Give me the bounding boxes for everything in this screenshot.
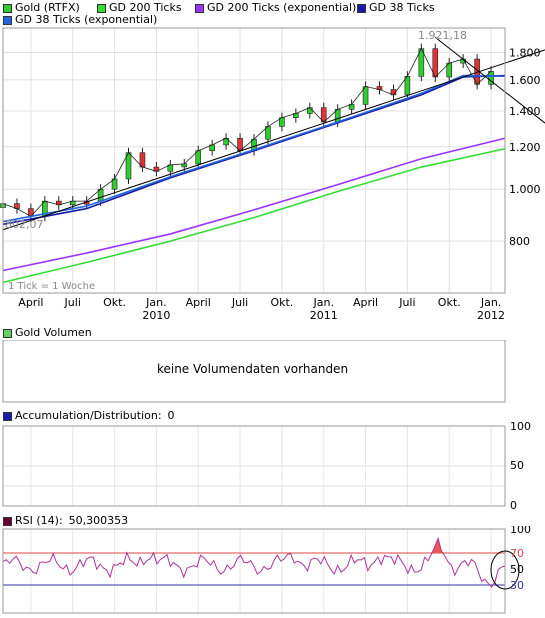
ad-ytick: 100 (510, 422, 531, 433)
x-tick-label: April (18, 296, 43, 309)
legend-item-gd200: GD 200 Ticks (97, 2, 182, 14)
price-chart-x-axis: April Juli Okt. Jan. April Juli Okt. Jan. April J… (18, 296, 505, 322)
rsi-ytick: 30 (510, 579, 524, 592)
x-year-label: 2010 (142, 309, 170, 322)
legend-swatch (3, 3, 12, 13)
high-annotation: 1.921,18 (418, 29, 467, 42)
legend-item-gd38-exp: GD 38 Ticks (exponential) (3, 14, 157, 26)
x-tick-label: Juli (231, 296, 248, 309)
rsi-panel: 100 70 50 30 (2, 526, 531, 614)
ad-panel-value: 0 (167, 409, 175, 422)
trendline (2, 49, 545, 231)
legend-item-gold: Gold (RTFX) (3, 2, 80, 14)
ad-panel-grid (3, 426, 505, 506)
legend-swatch (195, 3, 204, 13)
legend-label: GD 200 Ticks (exponential) (207, 1, 357, 14)
legend-swatch (3, 15, 12, 25)
y-tick-label: 1.200 (509, 141, 541, 154)
volume-panel (2, 340, 506, 403)
rsi-panel-frame (2, 528, 506, 614)
y-tick-label: 1.600 (509, 74, 541, 87)
volume-empty-message: keine Volumendaten vorhanden (156, 362, 349, 376)
legend-item-gd38: GD 38 Ticks (357, 2, 435, 14)
x-year-label: 2011 (310, 309, 338, 322)
legend-label: GD 200 Ticks (109, 1, 182, 14)
volume-panel-header: Gold Volumen (3, 327, 92, 339)
moving-average-line (2, 74, 506, 223)
x-tick-label: Okt. (270, 296, 293, 309)
x-tick-label: Juli (398, 296, 415, 309)
rsi-overbought-fill (123, 538, 445, 553)
low-annotation: 802,07 (5, 218, 44, 231)
y-tick-label: 1.400 (509, 105, 541, 118)
ad-panel-title: Accumulation/Distribution: (15, 409, 162, 422)
rsi-line (2, 536, 506, 588)
moving-average-line (2, 147, 506, 284)
price-chart-series (0, 43, 506, 284)
x-tick-label: Okt. (103, 296, 126, 309)
volume-panel-frame (2, 340, 506, 403)
rsi-ytick: 50 (510, 563, 524, 576)
y-tick-label: 1.800 (509, 47, 541, 60)
rsi-highlight-circle (490, 550, 520, 590)
rsi-panel-header: RSI (14): 50,300353 (3, 515, 128, 527)
rsi-panel-title: RSI (14): (15, 514, 63, 527)
price-chart-frame (2, 27, 506, 294)
x-tick-label: Jan. (480, 296, 501, 309)
x-tick-label: Okt. (438, 296, 461, 309)
ad-panel: 100 50 0 (2, 422, 531, 512)
moving-average-line (2, 74, 506, 226)
ad-panel-header: Accumulation/Distribution: 0 (3, 410, 175, 422)
legend-label: GD 38 Ticks (369, 1, 435, 14)
ad-ytick: 50 (510, 459, 524, 472)
rsi-ytick: 100 (510, 526, 531, 536)
price-chart-y-axis: 1.800 1.600 1.400 1.200 1.000 800 (509, 47, 541, 249)
rsi-ytick: 70 (510, 547, 524, 560)
legend-label: Gold (RTFX) (15, 1, 80, 14)
x-tick-label: April (353, 296, 378, 309)
legend-swatch (357, 3, 366, 13)
price-chart-trendlines (2, 36, 545, 231)
x-tick-label: April (186, 296, 211, 309)
price-chart: 1.800 1.600 1.400 1.200 1.000 800 April Juli Ok… (0, 27, 545, 322)
legend-item-gd200-exp: GD 200 Ticks (exponential) (195, 2, 356, 14)
ad-panel-frame (2, 425, 506, 507)
x-tick-label: Jan. (312, 296, 333, 309)
y-tick-label: 800 (509, 235, 530, 248)
volume-swatch (3, 328, 12, 338)
y-tick-label: 1.000 (509, 183, 541, 196)
tick-note: 1 Tick = 1 Woche (8, 281, 95, 292)
legend-label: GD 38 Ticks (exponential) (15, 13, 158, 26)
moving-average-line (2, 137, 506, 272)
rsi-swatch (3, 516, 12, 526)
trendline (434, 36, 545, 124)
legend-swatch (97, 3, 106, 13)
rsi-panel-value: 50,300353 (68, 514, 129, 527)
ad-ytick: 0 (510, 499, 517, 512)
x-year-label: 2012 (477, 309, 505, 322)
x-tick-label: Jan. (145, 296, 166, 309)
x-tick-label: Juli (64, 296, 81, 309)
volume-panel-title: Gold Volumen (15, 326, 92, 339)
price-chart-grid (3, 28, 505, 293)
ad-swatch (3, 411, 12, 421)
price-line (2, 47, 492, 217)
